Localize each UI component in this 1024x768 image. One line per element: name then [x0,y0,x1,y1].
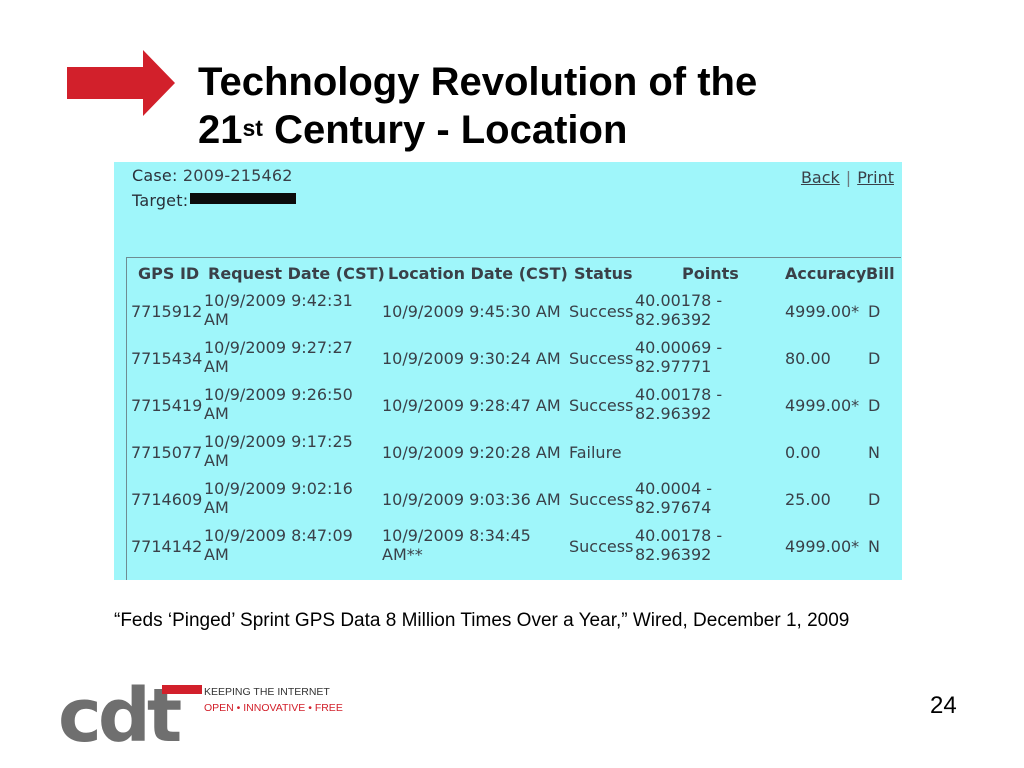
bill-cell: N [868,537,880,556]
bill-cell: D [868,490,881,509]
cdt-logo: cdt KEEPING THE INTERNET OPEN • INNOVATI… [58,675,343,747]
latitude-cell: 40.00178 - [635,526,723,545]
slide-title: Technology Revolution of the 21st Centur… [198,58,978,154]
table-row: 7715434 10/9/2009 9:27:27 AM 10/9/2009 9… [127,338,901,385]
link-separator: | [845,168,852,187]
accuracy-cell: 0.00 [785,443,821,462]
request-time-suffix-cell: AM [204,451,229,470]
case-label: Case: [132,166,178,185]
location-time-suffix-cell: AM** [382,545,423,564]
target-label: Target: [132,191,189,210]
title-line-2-rest: Century - Location [262,108,628,152]
column-header-points: Points [682,264,739,283]
bill-cell: N [868,443,880,462]
location-date-cell: 10/9/2009 8:34:45 [382,526,531,545]
cdt-logo-red-bar [162,685,202,694]
request-time-suffix-cell: AM [204,498,229,517]
back-link[interactable]: Back [800,168,840,187]
bill-cell: D [868,349,881,368]
location-date-cell: 10/9/2009 9:20:28 AM [382,443,561,462]
latitude-cell: 40.00178 - [635,291,723,310]
bill-cell: D [868,302,881,321]
logo-tagline-line-1: KEEPING THE INTERNET [204,686,330,698]
page-number: 24 [930,692,957,719]
accuracy-cell: 25.00 [785,490,831,509]
gps-id-cell: 7715077 [131,443,203,462]
case-value: 2009-215462 [182,166,293,185]
accuracy-cell: 80.00 [785,349,831,368]
request-time-suffix-cell: AM [204,545,229,564]
table-row: 7715419 10/9/2009 9:26:50 AM 10/9/2009 9… [127,385,901,432]
latitude-cell: 40.0004 - [635,479,713,498]
column-header-accuracy: Accuracy [785,264,867,283]
longitude-cell: 82.96392 [635,404,712,423]
request-date-cell: 10/9/2009 9:27:27 [204,338,353,357]
status-cell: Success [569,349,634,368]
status-cell: Success [569,396,634,415]
longitude-cell: 82.97771 [635,357,712,376]
request-date-cell: 10/9/2009 9:17:25 [204,432,353,451]
column-header-bill: Bill [866,264,895,283]
column-header-location-date: Location Date (CST) [388,264,568,283]
redaction-bar [190,193,297,204]
print-link[interactable]: Print [857,168,894,187]
logo-tagline-line-2: OPEN • INNOVATIVE • FREE [204,702,343,714]
accuracy-cell: 4999.00* [785,302,860,321]
gps-id-cell: 7715419 [131,396,203,415]
longitude-cell: 82.96392 [635,545,712,564]
latitude-cell: 40.00178 - [635,385,723,404]
location-date-cell: 10/9/2009 9:28:47 AM [382,396,561,415]
column-header-request-date: Request Date (CST) [208,264,385,283]
case-line: Case: 2009-215462 [132,166,293,185]
status-cell: Success [569,302,634,321]
column-header-gps-id: GPS ID [138,264,200,283]
gps-id-cell: 7714609 [131,490,203,509]
status-cell: Failure [569,443,622,462]
request-time-suffix-cell: AM [204,357,229,376]
bill-cell: D [868,396,881,415]
source-caption: “Feds ‘Pinged’ Sprint GPS Data 8 Million… [114,610,850,631]
request-date-cell: 10/9/2009 9:26:50 [204,385,353,404]
title-line-1: Technology Revolution of the [198,60,758,104]
request-time-suffix-cell: AM [204,404,229,423]
request-date-cell: 10/9/2009 9:42:31 [204,291,353,310]
table-row: 7715077 10/9/2009 9:17:25 AM 10/9/2009 9… [127,432,901,479]
table-row: 7714609 10/9/2009 9:02:16 AM 10/9/2009 9… [127,479,901,526]
location-date-cell: 10/9/2009 9:03:36 AM [382,490,561,509]
top-links: Back | Print [801,168,894,187]
status-cell: Success [569,537,634,556]
accuracy-cell: 4999.00* [785,537,860,556]
column-header-status: Status [574,264,633,283]
request-date-cell: 10/9/2009 8:47:09 [204,526,353,545]
target-line: Target: [132,191,297,210]
longitude-cell: 82.96392 [635,310,712,329]
status-cell: Success [569,490,634,509]
gps-id-cell: 7714142 [131,537,203,556]
gps-id-cell: 7715434 [131,349,203,368]
request-date-cell: 10/9/2009 9:02:16 [204,479,353,498]
title-line-2-ordinal: st [242,115,263,141]
latitude-cell: 40.00069 - [635,338,723,357]
accuracy-cell: 4999.00* [785,396,860,415]
gps-table: GPS ID Request Date (CST) Location Date … [126,257,901,580]
red-arrow-icon [67,50,175,116]
title-line-2-number: 21 [198,108,243,152]
gps-id-cell: 7715912 [131,302,203,321]
location-date-cell: 10/9/2009 9:30:24 AM [382,349,561,368]
table-row: 7715912 10/9/2009 9:42:31 AM 10/9/2009 9… [127,291,901,338]
location-date-cell: 10/9/2009 9:45:30 AM [382,302,561,321]
request-time-suffix-cell: AM [204,310,229,329]
longitude-cell: 82.97674 [635,498,712,517]
gps-records-screenshot: Case: 2009-215462 Target: Back | Print GPS… [114,162,902,580]
table-row: 7714142 10/9/2009 8:47:09 AM 10/9/2009 8… [127,526,901,573]
